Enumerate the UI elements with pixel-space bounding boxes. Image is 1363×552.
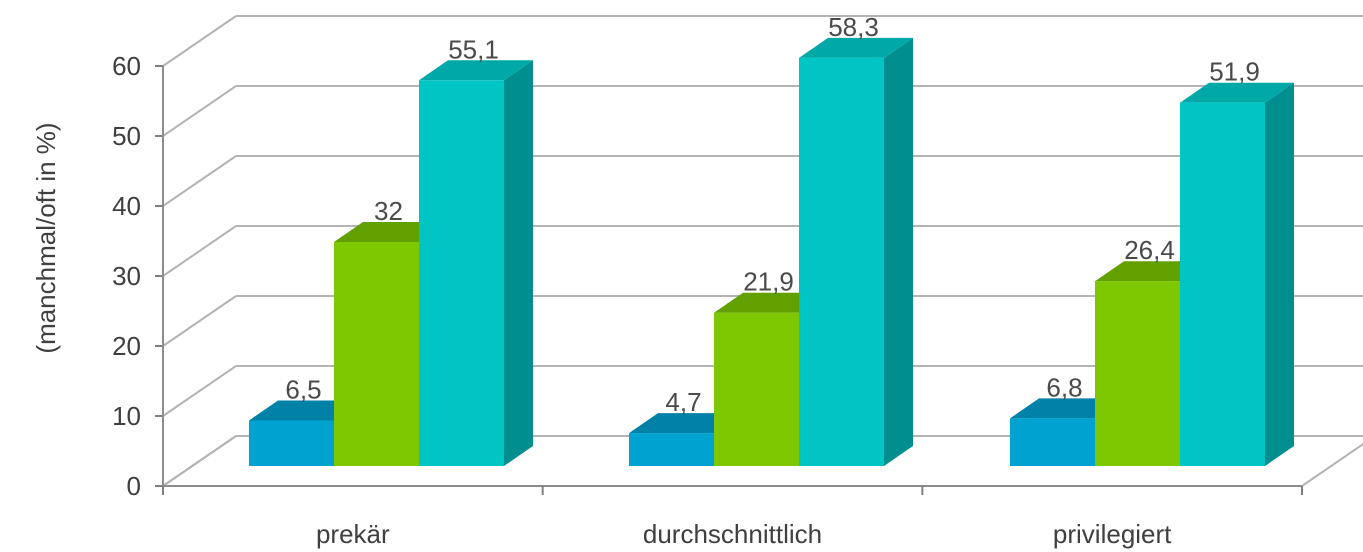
y-tick-label: 60	[112, 51, 141, 81]
bar-top	[1180, 82, 1294, 103]
gridline-diagonal	[162, 15, 237, 67]
floor-right-edge	[1301, 443, 1363, 487]
x-tick-label: privilegiert	[1053, 519, 1172, 549]
bar	[1095, 281, 1180, 466]
data-label: 55,1	[448, 34, 499, 64]
gridline-diagonal	[162, 225, 237, 277]
bar-side	[1265, 82, 1294, 466]
bar-top	[419, 60, 533, 81]
bar	[419, 80, 504, 467]
y-tick-label: 0	[127, 471, 141, 501]
bar-top	[799, 37, 913, 58]
label-layer: 6,5 4,7 6,8 32 21,9 26,4 55,1 58,3 51,9	[285, 12, 1259, 417]
y-tick-label: 10	[112, 401, 141, 431]
data-label: 6,8	[1046, 372, 1082, 402]
axis-layer: 0 10 20 30 40 50 60 prekär durchschnittlich privi…	[112, 51, 1303, 549]
bar	[799, 57, 884, 467]
data-label: 26,4	[1124, 235, 1175, 265]
bar	[629, 433, 714, 466]
gridline-diagonal	[162, 435, 237, 487]
data-label: 6,5	[285, 375, 321, 405]
y-axis-title: (manchmal/oft in %)	[31, 122, 61, 353]
bar	[1180, 102, 1265, 466]
bar	[249, 420, 334, 466]
data-label: 58,3	[828, 12, 879, 42]
bar	[334, 242, 419, 466]
bar-side	[504, 60, 533, 467]
gridline-diagonal	[162, 295, 237, 347]
y-tick-label: 20	[112, 331, 141, 361]
data-label: 4,7	[665, 387, 701, 417]
bar	[1010, 418, 1095, 466]
y-tick-label: 30	[112, 261, 141, 291]
data-label: 51,9	[1209, 57, 1260, 87]
gridline-diagonal	[162, 155, 237, 207]
x-tick-label: durchschnittlich	[643, 519, 822, 549]
x-tick-label: prekär	[316, 519, 390, 549]
data-label: 32	[374, 196, 403, 226]
bars-layer	[249, 37, 1294, 467]
gridline-diagonal	[162, 85, 237, 137]
data-label: 21,9	[743, 267, 794, 297]
bar-side	[884, 37, 913, 467]
y-tick-label: 50	[112, 121, 141, 151]
bar	[714, 312, 799, 466]
gridline-diagonal	[162, 365, 237, 417]
y-tick-label: 40	[112, 191, 141, 221]
